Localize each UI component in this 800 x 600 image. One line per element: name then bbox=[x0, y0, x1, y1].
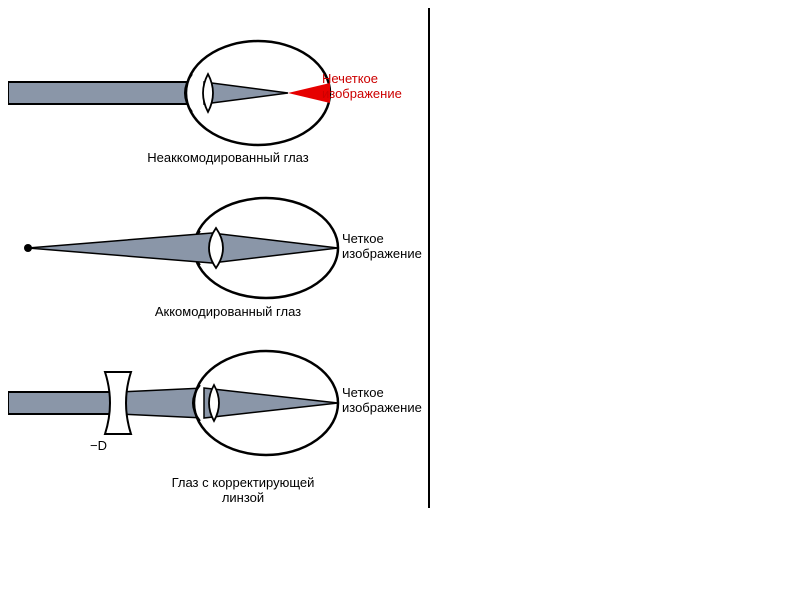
row-accommodated: Четкое изображение Аккомодированный глаз bbox=[8, 188, 428, 318]
side-label-text: Нечеткое изображение bbox=[322, 71, 402, 101]
crystalline-lens bbox=[209, 385, 219, 421]
caption-unaccommodated: Неаккомодированный глаз bbox=[98, 150, 358, 165]
lens-label: −D bbox=[90, 438, 107, 453]
caption-accommodated: Аккомодированный глаз bbox=[108, 304, 348, 319]
side-label-unaccommodated: Нечеткое изображение bbox=[322, 72, 402, 102]
side-label-text: Четкое изображение bbox=[342, 385, 422, 415]
caption-with-lens: Глаз с корректирующей линзой bbox=[128, 460, 358, 505]
near-point-dot bbox=[24, 244, 32, 252]
row-unaccommodated: Нечеткое изображение Неаккомодированный … bbox=[8, 28, 428, 158]
side-label-accommodated: Четкое изображение bbox=[342, 232, 422, 262]
ray-bundle bbox=[8, 82, 204, 104]
row-with-lens: −D Четкое изображение Глаз с корректирую… bbox=[8, 338, 428, 488]
side-label-with-lens: Четкое изображение bbox=[342, 386, 422, 416]
side-label-text: Четкое изображение bbox=[342, 231, 422, 261]
diagram-frame: Нечеткое изображение Неаккомодированный … bbox=[8, 8, 430, 508]
ray-bundle-left bbox=[8, 392, 118, 414]
crystalline-lens bbox=[203, 74, 213, 112]
